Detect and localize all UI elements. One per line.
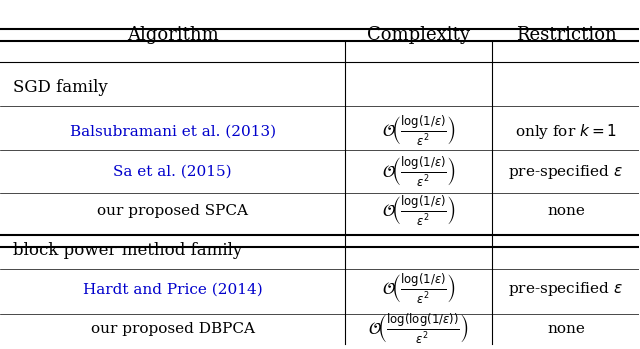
Text: only for $k=1$: only for $k=1$	[515, 122, 617, 141]
Text: our proposed DBPCA: our proposed DBPCA	[91, 322, 255, 336]
Text: Balsubramani et al. (2013): Balsubramani et al. (2013)	[70, 124, 276, 138]
Text: our proposed SPCA: our proposed SPCA	[97, 204, 248, 218]
Text: Complexity: Complexity	[367, 27, 470, 44]
Text: none: none	[547, 322, 585, 336]
Text: Sa et al. (2015): Sa et al. (2015)	[113, 165, 232, 179]
Text: none: none	[547, 204, 585, 218]
Text: pre-specified $\varepsilon$: pre-specified $\varepsilon$	[508, 163, 623, 181]
Text: pre-specified $\varepsilon$: pre-specified $\varepsilon$	[508, 280, 623, 298]
Text: $\mathcal{O}\!\left(\frac{\log(1/\varepsilon)}{\varepsilon^2}\right)$: $\mathcal{O}\!\left(\frac{\log(1/\vareps…	[382, 114, 456, 148]
Text: SGD family: SGD family	[13, 79, 108, 96]
Text: block power method family: block power method family	[13, 242, 242, 259]
Text: Restriction: Restriction	[516, 27, 616, 44]
Text: $\mathcal{O}\!\left(\frac{\log(\log(1/\varepsilon))}{\varepsilon^2}\right)$: $\mathcal{O}\!\left(\frac{\log(\log(1/\v…	[369, 312, 469, 346]
Text: Algorithm: Algorithm	[127, 27, 218, 44]
Text: $\mathcal{O}\!\left(\frac{\log(1/\varepsilon)}{\varepsilon^2}\right)$: $\mathcal{O}\!\left(\frac{\log(1/\vareps…	[382, 273, 456, 306]
Text: $\mathcal{O}\!\left(\frac{\log(1/\varepsilon)}{\varepsilon^2}\right)$: $\mathcal{O}\!\left(\frac{\log(1/\vareps…	[382, 194, 456, 228]
Text: $\mathcal{O}\!\left(\frac{\log(1/\varepsilon)}{\varepsilon^2}\right)$: $\mathcal{O}\!\left(\frac{\log(1/\vareps…	[382, 155, 456, 188]
Text: Hardt and Price (2014): Hardt and Price (2014)	[83, 282, 262, 296]
